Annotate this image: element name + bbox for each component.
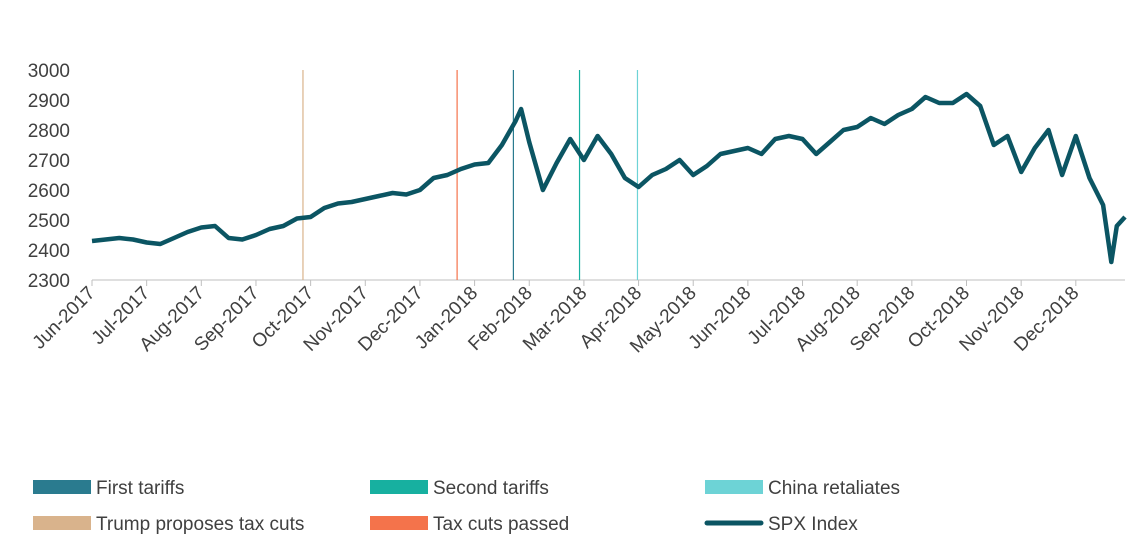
legend-swatch xyxy=(33,516,91,530)
legend-swatch xyxy=(370,516,428,530)
legend-swatch xyxy=(370,480,428,494)
x-tick-label: Jun-2017 xyxy=(29,283,100,354)
y-tick-label: 2900 xyxy=(28,91,70,112)
y-tick-label: 3000 xyxy=(28,61,70,82)
legend-label: Second tariffs xyxy=(433,478,549,499)
y-tick-label: 2300 xyxy=(28,271,70,292)
legend-label: Tax cuts passed xyxy=(433,514,569,535)
y-tick-label: 2800 xyxy=(28,121,70,142)
legend-label: China retaliates xyxy=(768,478,900,499)
y-tick-label: 2500 xyxy=(28,211,70,232)
y-tick-label: 2600 xyxy=(28,181,70,202)
legend-swatch xyxy=(33,480,91,494)
legend-label: Trump proposes tax cuts xyxy=(96,514,304,535)
y-tick-label: 2700 xyxy=(28,151,70,172)
y-tick-label: 2400 xyxy=(28,241,70,262)
legend-swatch xyxy=(705,480,763,494)
legend-label: SPX Index xyxy=(768,514,858,535)
spx-line xyxy=(91,91,1127,265)
legend-label: First tariffs xyxy=(96,478,184,499)
